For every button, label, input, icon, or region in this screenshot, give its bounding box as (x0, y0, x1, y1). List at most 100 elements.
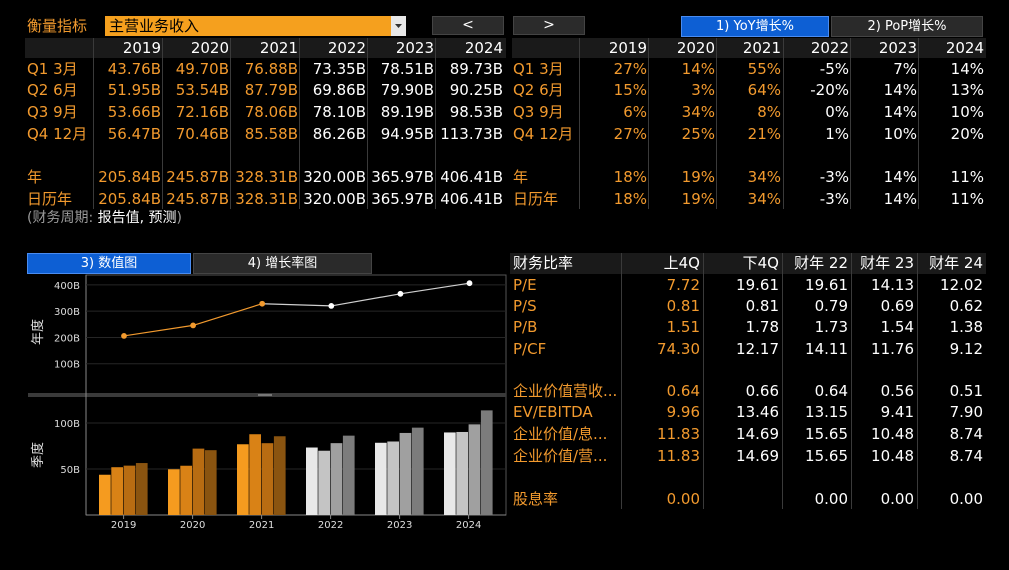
year-header: 2020 (190, 39, 229, 57)
revenue-value: 69.86B (312, 81, 366, 99)
revenue-value: 98.53B (449, 103, 503, 121)
dropdown-arrow-icon[interactable] (391, 16, 406, 36)
growth-value: 27% (613, 125, 647, 143)
line-segment (262, 303, 332, 307)
row-label: Q2 6月 (27, 81, 78, 99)
bar (111, 467, 123, 515)
ratio-value: 1.78 (745, 318, 779, 336)
ratio-value: 14.69 (736, 447, 779, 465)
column-divider (299, 38, 300, 209)
ratio-value: 0.56 (880, 382, 914, 400)
growth-value: 34% (747, 168, 781, 186)
ratio-value: 1.54 (880, 318, 914, 336)
ratio-value: 19.61 (736, 276, 779, 294)
revenue-value: 365.97B (371, 168, 434, 186)
ratio-value: 14.11 (805, 340, 848, 358)
revenue-value: 406.41B (440, 168, 503, 186)
ratio-value: 8.74 (949, 425, 983, 443)
ratio-label: 企业价值营收... (513, 382, 618, 400)
ratio-value: 7.72 (666, 276, 700, 294)
bar (480, 410, 493, 515)
ratio-value: 0.69 (880, 297, 914, 315)
growth-value: 1% (825, 125, 849, 143)
fiscal-period-footnote: (财务周期: 报告值, 预测) (27, 210, 183, 226)
year-header: 2019 (608, 39, 647, 57)
ratio-label: 股息率 (513, 490, 559, 508)
prev-button[interactable]: < (432, 16, 504, 35)
line-segment (123, 324, 194, 337)
next-button[interactable]: > (513, 16, 585, 35)
ratio-label: 企业价值/营... (513, 447, 608, 465)
ratio-header: 下4Q (742, 254, 779, 272)
column-divider (162, 38, 163, 209)
year-header: 2022 (327, 39, 366, 57)
growth-value: 14% (883, 81, 917, 99)
line-point (328, 303, 335, 309)
y-tick-label: 100B (54, 419, 80, 430)
x-tick-label: 2020 (180, 520, 205, 531)
revenue-value: 70.46B (175, 125, 229, 143)
ratio-header: 财年 23 (860, 254, 914, 272)
revenue-value: 78.51B (380, 60, 434, 78)
ratio-value: 15.65 (805, 425, 848, 443)
revenue-value: 86.26B (312, 125, 366, 143)
growth-value: 19% (681, 168, 715, 186)
ratio-value: 0.00 (814, 490, 848, 508)
x-tick-label: 2021 (249, 520, 274, 531)
revenue-value: 43.76B (107, 60, 161, 78)
ratio-header: 财年 22 (794, 254, 848, 272)
row-label: 年 (513, 168, 529, 186)
column-divider (435, 38, 436, 209)
growth-value: 34% (747, 190, 781, 208)
growth-value: 10% (883, 125, 917, 143)
bar (456, 431, 468, 515)
ratio-label: 企业价值/息... (513, 425, 608, 443)
tab-pop-growth[interactable]: 2) PoP增长% (831, 16, 983, 37)
growth-value: -5% (819, 60, 849, 78)
bar (261, 443, 274, 515)
revenue-value: 245.87B (166, 190, 229, 208)
column-divider (230, 38, 231, 209)
growth-value: -3% (819, 190, 849, 208)
ratio-value: 11.76 (871, 340, 914, 358)
growth-value: -20% (810, 81, 849, 99)
ratio-label: P/CF (513, 340, 547, 358)
line-point (466, 280, 473, 287)
metric-dropdown-value: 主营业务收入 (109, 17, 200, 35)
revenue-value: 365.97B (371, 190, 434, 208)
ratio-value: 9.41 (880, 403, 914, 421)
metric-dropdown[interactable]: 主营业务收入 (105, 16, 391, 36)
metric-label: 衡量指标 (27, 17, 88, 35)
bar (237, 444, 249, 515)
revenue-value: 79.90B (380, 81, 434, 99)
growth-value: 34% (681, 103, 715, 121)
growth-value: 21% (747, 125, 781, 143)
revenue-value: 78.10B (312, 103, 366, 121)
ratio-value: 0.62 (949, 297, 983, 315)
revenue-value: 205.84B (98, 190, 161, 208)
growth-value: 14% (950, 60, 984, 78)
growth-table-header (512, 38, 986, 58)
line-point (259, 300, 266, 307)
tab-yoy-growth[interactable]: 1) YoY增长% (681, 16, 829, 37)
growth-value: 13% (950, 81, 984, 99)
ratio-value: 9.96 (666, 403, 700, 421)
column-divider (918, 38, 919, 209)
year-header: 2020 (676, 39, 715, 57)
y-tick-label: 400B (54, 281, 80, 292)
revenue-value: 51.95B (107, 81, 161, 99)
tab-growth-chart[interactable]: 4) 增长率图 (193, 253, 372, 274)
bar (204, 450, 217, 515)
ratio-value: 0.81 (666, 297, 700, 315)
growth-value: 14% (883, 190, 917, 208)
column-divider (648, 38, 649, 209)
revenue-value: 56.47B (107, 125, 161, 143)
growth-value: 64% (747, 81, 781, 99)
ratio-value: 0.00 (880, 490, 914, 508)
ratio-value: 12.02 (940, 276, 983, 294)
ratio-value: 11.83 (657, 447, 700, 465)
ratio-value: 0.79 (814, 297, 848, 315)
year-header: 2024 (464, 39, 503, 57)
row-label: Q1 3月 (27, 60, 78, 78)
tab-value-chart[interactable]: 3) 数值图 (27, 253, 191, 274)
